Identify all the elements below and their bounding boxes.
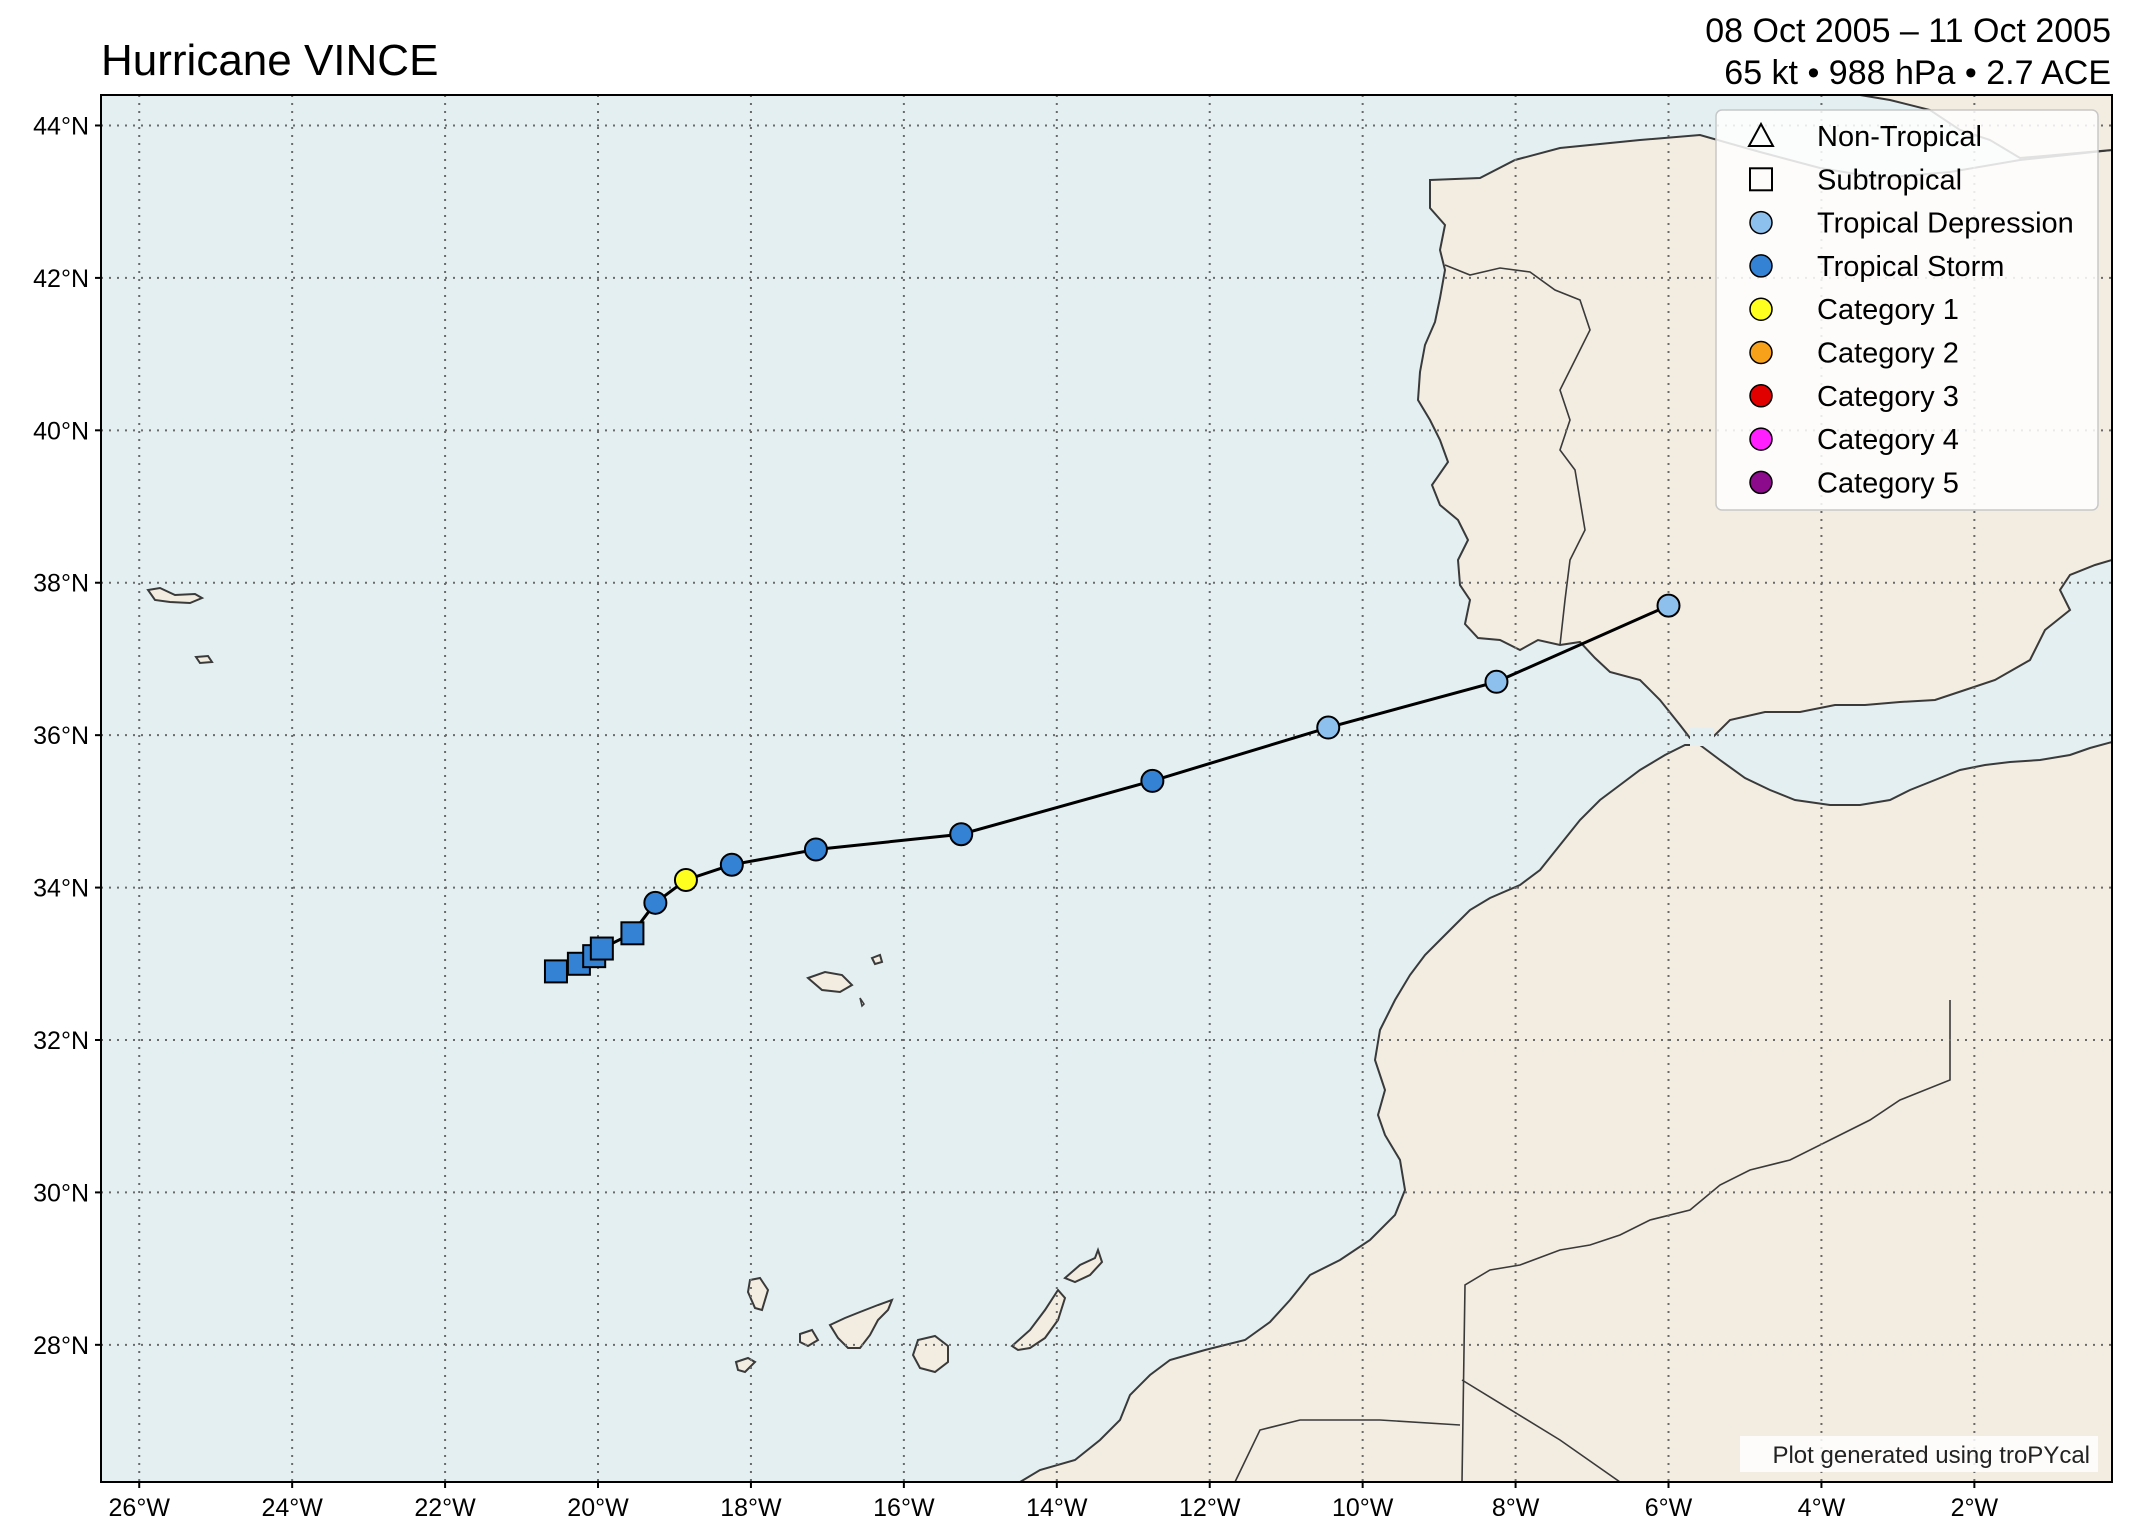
lon-tick-label: 8°W [1492, 1494, 1540, 1522]
track-point [643, 890, 668, 915]
lat-tick-label: 30°N [33, 1179, 89, 1207]
lon-tick-label: 6°W [1645, 1494, 1693, 1522]
date-range: 08 Oct 2005 – 11 Oct 2005 [1705, 12, 2111, 50]
strait-water [1690, 728, 1714, 746]
legend-label: Category 2 [1817, 338, 1959, 370]
legend-symbol-circle [1749, 427, 1773, 451]
lat-tick-label: 38°N [33, 570, 89, 598]
credit-text: Plot generated using troPYcal [1772, 1442, 2090, 1469]
legend: Non-Tropical Subtropical Tropical Depressi… [1715, 109, 2099, 511]
track-point [949, 822, 974, 847]
track-point-subtropical [620, 921, 645, 946]
lon-tick-label: 26°W [109, 1494, 171, 1522]
track-point [719, 852, 744, 877]
land-la-gomera [799, 1328, 820, 1348]
map-title: Hurricane VINCE [101, 36, 439, 85]
border-western-sahara [1234, 1379, 1621, 1482]
lon-tick-label: 12°W [1179, 1494, 1241, 1522]
legend-label: Subtropical [1817, 164, 1962, 196]
land-santa-maria [194, 654, 214, 665]
axis-labels: 26°W 24°W 22°W 20°W 18°W 16°W 14°W 12°W 10°W 8°W 6… [33, 112, 1998, 1522]
land-madeira [806, 970, 854, 994]
border-portugal-spain [1444, 264, 1591, 646]
lon-tick-label: 16°W [873, 1494, 935, 1522]
legend-symbol-circle [1749, 340, 1773, 365]
legend-label: Category 3 [1817, 381, 1959, 413]
lon-tick-label: 24°W [261, 1494, 323, 1522]
legend-symbol-circle [1749, 210, 1773, 235]
lat-tick-label: 42°N [33, 265, 89, 293]
legend-symbol-square [1749, 167, 1773, 192]
legend-symbol-circle [1749, 470, 1773, 495]
track-point [1656, 593, 1681, 618]
land-gran-canaria [911, 1334, 949, 1374]
lat-tick-label: 28°N [33, 1332, 89, 1360]
legend-label: Tropical Storm [1817, 251, 2004, 283]
lon-tick-label: 14°W [1026, 1494, 1088, 1522]
land-porto-santo [870, 953, 884, 966]
lat-tick-label: 40°N [33, 417, 89, 445]
legend-symbol-triangle [1747, 121, 1775, 147]
lat-tick-label: 34°N [33, 875, 89, 903]
storm-summary: 08 Oct 2005 – 11 Oct 2005 65 kt • 988 hP… [1705, 10, 2111, 94]
land-lanzarote [1063, 1247, 1104, 1284]
border-north-africa [1461, 1000, 1951, 1482]
legend-label: Category 4 [1817, 424, 1959, 456]
credit-box: Plot generated using troPYcal [1740, 1436, 2098, 1472]
lon-tick-label: 20°W [567, 1494, 629, 1522]
lon-tick-label: 10°W [1332, 1494, 1394, 1522]
track-point-subtropical [543, 959, 568, 984]
land-tenerife [828, 1298, 894, 1349]
lat-tick-label: 44°N [33, 112, 89, 140]
legend-box [1715, 109, 2099, 511]
legend-symbol-circle [1749, 297, 1773, 321]
land-la-palma [746, 1276, 770, 1312]
legend-label: Category 5 [1817, 467, 1959, 499]
track-point [673, 867, 698, 892]
land-north-africa [1018, 740, 2112, 1482]
lon-tick-label: 22°W [414, 1494, 476, 1522]
lon-tick-label: 2°W [1951, 1494, 1999, 1522]
track-point [1140, 768, 1165, 793]
land-desertas [859, 997, 865, 1008]
land-fuerteventura [1010, 1288, 1067, 1352]
map-frame [100, 94, 2113, 1483]
legend-label: Tropical Depression [1817, 208, 2074, 240]
lat-tick-label: 32°N [33, 1027, 89, 1055]
storm-track [543, 593, 1681, 984]
legend-label: Category 1 [1817, 294, 1959, 326]
track-point [1484, 669, 1509, 694]
legend-symbol-circle [1749, 254, 1773, 278]
track-point [803, 837, 828, 862]
lon-tick-label: 4°W [1798, 1494, 1846, 1522]
legend-symbol-circle [1749, 384, 1773, 408]
lat-tick-label: 36°N [33, 722, 89, 750]
intensity-summary: 65 kt • 988 hPa • 2.7 ACE [1724, 54, 2111, 92]
track-point-subtropical [589, 936, 614, 961]
lon-tick-label: 18°W [720, 1494, 782, 1522]
land-sao-miguel [146, 586, 205, 605]
legend-label: Non-Tropical [1817, 121, 1982, 153]
track-point [1316, 715, 1341, 740]
